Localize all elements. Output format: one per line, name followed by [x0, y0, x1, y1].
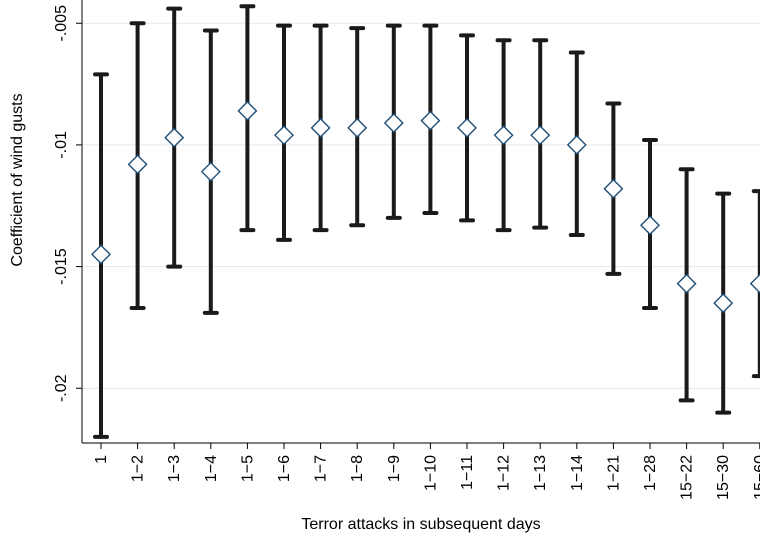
x-tick-label: 1−3 — [166, 455, 183, 482]
point-estimate-marker — [164, 127, 185, 148]
point-estimate-marker — [383, 113, 404, 134]
point-estimate-marker — [640, 215, 660, 236]
point-estimate-marker — [237, 100, 258, 121]
x-tick-label: 1−8 — [349, 455, 366, 482]
point-estimate-marker — [749, 273, 760, 294]
x-tick-label: 1−10 — [422, 455, 439, 491]
x-axis-title: Terror attacks in subsequent days — [301, 516, 540, 533]
x-axis-ticks: 1 1−2 1−3 1−4 1−5 1−6 1−7 1−8 1−9 1−10 1−11 1−12 1−1… — [93, 443, 760, 500]
x-tick-label: 1−2 — [130, 455, 147, 482]
point-estimate-marker — [603, 178, 624, 199]
point-estimates — [91, 100, 760, 314]
y-axis-ticks: -.02 -.015 -.01 -.005 — [53, 5, 82, 402]
x-tick-label: 1−11 — [459, 455, 476, 490]
point-estimate-marker — [566, 134, 587, 155]
x-tick-label: 1−28 — [642, 455, 659, 491]
x-tick-label: 1−6 — [276, 455, 293, 482]
y-tick-label: -.005 — [53, 5, 70, 42]
x-tick-label: 1−7 — [313, 455, 330, 482]
point-estimate-marker — [713, 293, 734, 314]
point-estimate-marker — [200, 161, 221, 182]
x-tick-label: 1−12 — [496, 455, 513, 491]
x-tick-label: 15−60 — [752, 455, 760, 500]
point-estimate-marker — [530, 125, 551, 146]
x-tick-label: 1−5 — [239, 455, 256, 482]
x-tick-label: 1−9 — [386, 455, 403, 482]
point-estimate-marker — [457, 117, 477, 138]
point-estimate-marker — [127, 154, 148, 175]
x-tick-label: 1−4 — [203, 455, 220, 482]
x-tick-label: 1−13 — [532, 455, 549, 491]
y-axis-title: Coefficient of wind gusts — [9, 93, 26, 266]
point-estimate-marker — [420, 110, 441, 131]
y-tick-label: -.015 — [53, 248, 70, 285]
point-estimate-marker — [310, 117, 331, 138]
point-estimate-marker — [493, 125, 514, 146]
gridlines — [82, 22, 760, 389]
y-tick-label: -.01 — [53, 131, 70, 159]
confidence-intervals — [93, 4, 760, 439]
x-tick-label: 15−30 — [715, 455, 732, 500]
x-tick-label: 1 — [93, 455, 110, 464]
point-estimate-marker — [91, 244, 111, 265]
x-tick-label: 1−14 — [569, 455, 586, 491]
x-tick-label: 15−22 — [679, 455, 696, 500]
point-estimate-marker — [274, 125, 294, 146]
x-tick-label: 1−21 — [605, 455, 622, 491]
point-estimate-marker — [676, 273, 697, 294]
y-tick-label: -.02 — [53, 374, 70, 402]
point-estimate-marker — [347, 117, 368, 138]
